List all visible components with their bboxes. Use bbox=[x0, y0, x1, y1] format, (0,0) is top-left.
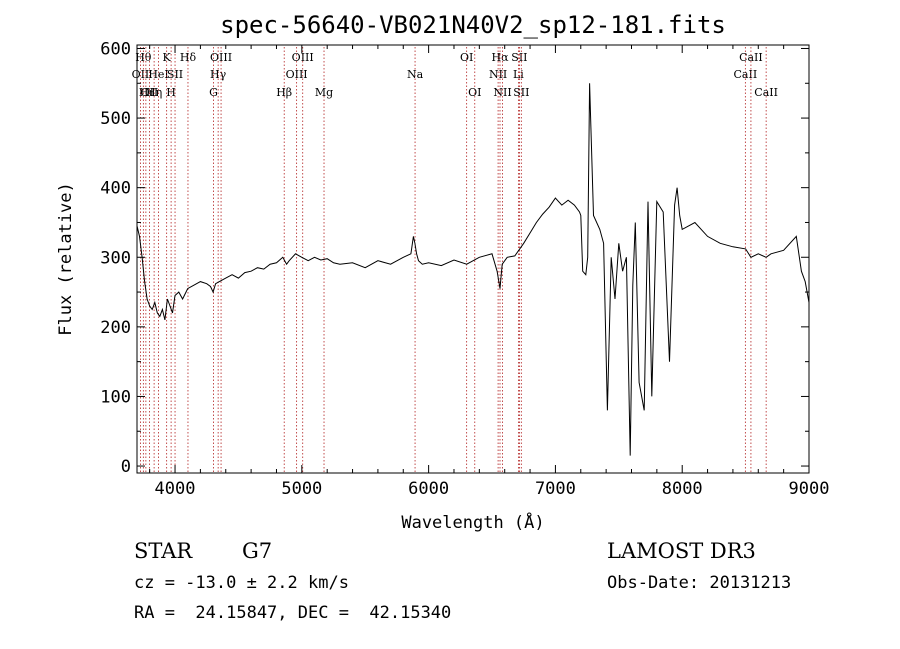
x-tick-label: 6000 bbox=[408, 479, 449, 499]
spectral-line-label: Hθ bbox=[135, 51, 152, 64]
spectral-line-label: Hη bbox=[146, 86, 162, 99]
object-class: STAR bbox=[134, 539, 193, 563]
spectral-line-label: CaII bbox=[734, 68, 758, 81]
spectral-line-label: Mg bbox=[315, 86, 333, 99]
spectral-line-label: NII bbox=[493, 86, 511, 99]
spectral-line-label: CaII bbox=[739, 51, 763, 64]
spectral-line-label: OIII bbox=[286, 68, 308, 81]
spectral-line-label: Na bbox=[407, 68, 424, 81]
x-tick-label: 7000 bbox=[535, 479, 576, 499]
observation-date: Obs-Date: 20131213 bbox=[607, 573, 792, 593]
x-tick-label: 5000 bbox=[281, 479, 322, 499]
y-tick-label: 300 bbox=[100, 248, 131, 268]
y-axis-label: Flux (relative) bbox=[56, 182, 76, 336]
spectral-line-label: CaII bbox=[754, 86, 778, 99]
y-tick-label: 500 bbox=[100, 109, 131, 129]
y-tick-label: 100 bbox=[100, 387, 131, 407]
x-tick-label: 9000 bbox=[789, 479, 830, 499]
spectral-line-label: SII bbox=[511, 51, 527, 64]
x-tick-label: 8000 bbox=[662, 479, 703, 499]
x-axis-label: Wavelength (Å) bbox=[401, 511, 544, 533]
spectral-line-label: OII bbox=[132, 68, 150, 81]
chart-title: spec-56640-VB021N40V2_sp12-181.fits bbox=[220, 11, 726, 39]
spectral-line-label: K bbox=[163, 51, 172, 64]
spectral-subclass: G7 bbox=[242, 539, 273, 563]
survey-name: LAMOST DR3 bbox=[607, 539, 756, 563]
y-tick-label: 0 bbox=[121, 457, 131, 477]
spectral-line-label: Li bbox=[513, 68, 524, 81]
spectral-line-label: H bbox=[166, 86, 176, 99]
spectral-line-label: OI bbox=[468, 86, 481, 99]
spectral-line-label: Hβ bbox=[276, 86, 292, 99]
spectral-line-label: Hα bbox=[491, 51, 509, 64]
spectral-line-label: OIII bbox=[292, 51, 314, 64]
spectral-line-label: SII bbox=[167, 68, 183, 81]
coordinates-label: RA = 24.15847, DEC = 42.15340 bbox=[134, 603, 452, 623]
redshift-label: cz = -13.0 ± 2.2 km/s bbox=[134, 573, 349, 593]
spectral-line-label: NII bbox=[489, 68, 507, 81]
spectrum-line bbox=[137, 83, 809, 456]
spectral-line-label: SII bbox=[513, 86, 529, 99]
spectral-line-label: Hδ bbox=[180, 51, 197, 64]
spectral-line-label: HeI bbox=[148, 68, 168, 81]
spectral-line-label: OI bbox=[460, 51, 473, 64]
spectral-line-label: OIII bbox=[210, 51, 232, 64]
spectral-line-label: G bbox=[209, 86, 218, 99]
spectral-line-label: Hγ bbox=[210, 68, 227, 81]
x-tick-label: 4000 bbox=[155, 479, 196, 499]
plot-frame bbox=[136, 44, 810, 474]
y-tick-label: 600 bbox=[100, 39, 131, 59]
y-tick-label: 400 bbox=[100, 179, 131, 199]
y-tick-label: 200 bbox=[100, 318, 131, 338]
